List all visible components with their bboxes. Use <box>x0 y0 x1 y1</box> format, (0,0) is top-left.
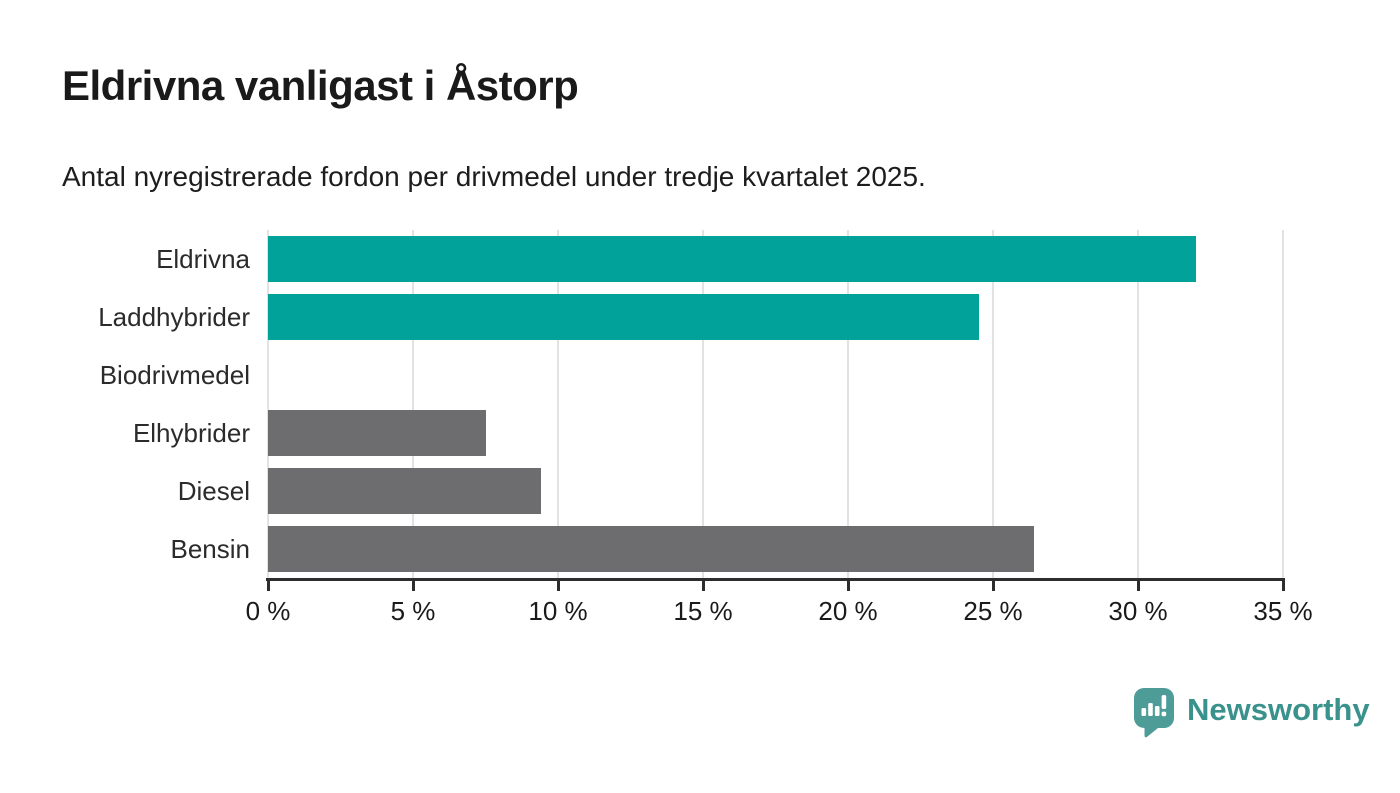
x-tick-mark <box>266 581 270 591</box>
category-labels: Eldrivna Laddhybrider Biodrivmedel Elhybrid… <box>0 230 250 578</box>
category-label: Eldrivna <box>156 244 250 274</box>
gridline <box>1137 230 1139 578</box>
logo-bar-2 <box>1148 703 1153 716</box>
bar-bensin <box>268 526 1034 572</box>
gridline <box>267 230 269 578</box>
logo-exclamation-line <box>1161 695 1167 709</box>
category-label: Laddhybrider <box>98 302 250 332</box>
x-tick-mark <box>846 581 850 591</box>
x-tick-mark <box>1136 581 1140 591</box>
x-tick-label: 25 % <box>963 596 1023 626</box>
newsworthy-logo-icon <box>1134 688 1174 738</box>
newsworthy-logo-text: Newsworthy <box>1187 692 1370 727</box>
bar-eldrivna <box>268 236 1196 282</box>
gridline <box>847 230 849 578</box>
x-axis-line <box>266 578 1285 581</box>
x-tick-mark <box>411 581 415 591</box>
gridline <box>557 230 559 578</box>
x-tick-label: 5 % <box>390 596 436 626</box>
x-axis: 0 % 5 % 10 % 15 % 20 % 25 % 30 % 35 % <box>246 578 1313 638</box>
x-tick-label: 10 % <box>528 596 588 626</box>
bar-diesel <box>268 468 541 514</box>
x-tick-mark <box>556 581 560 591</box>
gridline <box>702 230 704 578</box>
chart-title: Eldrivna vanligast i Åstorp <box>62 62 579 109</box>
x-tick-label: 30 % <box>1108 596 1168 626</box>
plot-area <box>267 230 1284 578</box>
logo-bar-3 <box>1154 706 1160 716</box>
logo-pin-shape <box>1134 688 1174 738</box>
gridline <box>412 230 414 578</box>
category-label: Elhybrider <box>132 418 250 448</box>
x-tick-mark <box>991 581 995 591</box>
x-tick-mark <box>1281 581 1285 591</box>
logo-bar-1 <box>1141 708 1147 716</box>
chart-subtitle: Antal nyregistrerade fordon per drivmede… <box>62 161 926 192</box>
category-label: Bensin <box>170 534 251 564</box>
gridline <box>992 230 994 578</box>
category-label: Diesel <box>177 476 250 506</box>
x-tick-label: 0 % <box>245 596 291 626</box>
x-tick-label: 20 % <box>818 596 878 626</box>
x-tick-label: 15 % <box>673 596 733 626</box>
bar-laddhybrider <box>268 294 979 340</box>
gridline <box>1282 230 1284 578</box>
category-label: Biodrivmedel <box>99 360 250 390</box>
x-tick-label: 35 % <box>1253 596 1313 626</box>
x-tick-mark <box>701 581 705 591</box>
newsworthy-logo: Newsworthy <box>1132 686 1370 740</box>
bar-elhybrider <box>268 410 486 456</box>
logo-exclamation-dot <box>1161 711 1167 717</box>
